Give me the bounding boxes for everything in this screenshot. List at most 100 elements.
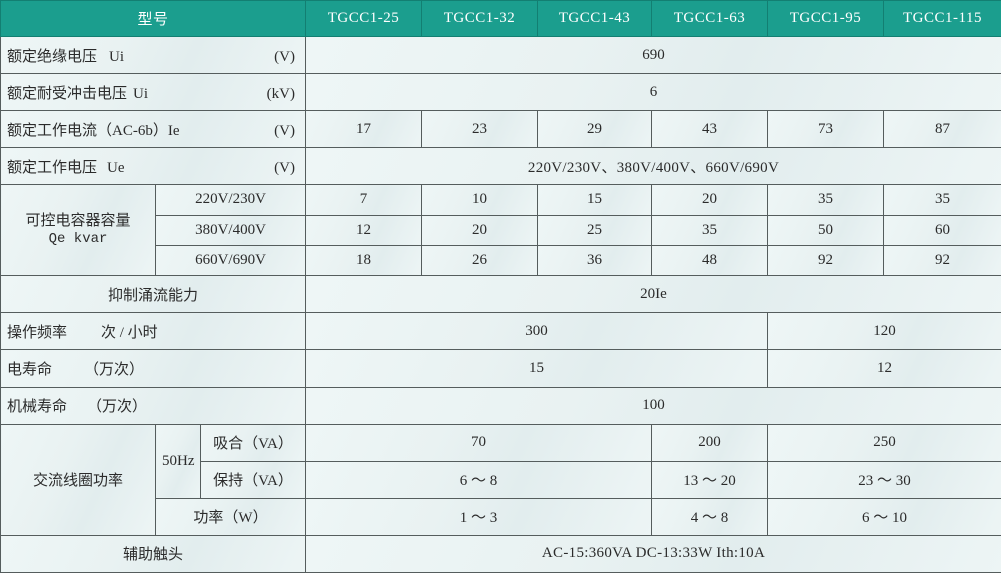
label-capacitor-voltage-380: 380V/400V — [155, 214, 306, 246]
label-operating-current: 额定工作电流（AC-6b）Ie (V) — [0, 110, 306, 149]
label-coil-hold: 保持（VA） — [200, 460, 306, 499]
label-symbol: Ui — [109, 48, 125, 65]
value-operating-current-5: 73 — [767, 110, 884, 149]
value-insulation-voltage: 690 — [305, 35, 1001, 75]
value-operating-current-3: 29 — [537, 110, 652, 149]
value-inrush-suppression: 20Ie — [305, 275, 1001, 314]
label-unit: （万次） — [84, 361, 145, 378]
value-capacitor-380-3: 25 — [537, 214, 652, 246]
label-operating-frequency: 操作频率 次 / 小时 — [0, 312, 306, 351]
value-coil-hold-b: 13 ～ 20 — [651, 460, 768, 499]
label-capacitor-voltage-660: 660V/690V — [155, 244, 306, 277]
label-unit: (V) — [274, 159, 295, 176]
label-coil-pickup: 吸合（VA） — [200, 423, 306, 462]
label-capacitor-voltage-220: 220V/230V — [155, 184, 306, 216]
value-coil-power-c: 6 ～ 10 — [767, 497, 1001, 536]
label-unit: （万次） — [87, 399, 148, 416]
value-capacitor-660-3: 36 — [537, 244, 652, 277]
row-insulation-voltage: 额定绝缘电压 Ui (V) 690 — [0, 35, 1001, 75]
model-column-tgcc1-25: TGCC1-25 — [305, 0, 422, 37]
label-auxiliary-contacts: 辅助触头 — [0, 534, 306, 573]
model-column-tgcc1-115: TGCC1-115 — [883, 0, 1001, 37]
row-auxiliary-contacts: 辅助触头 AC-15:360VA DC-13:33W Ith:10A — [0, 534, 1001, 573]
value-operating-frequency-left: 300 — [305, 312, 768, 351]
value-operating-voltage: 220V/230V、380V/400V、660V/690V — [305, 147, 1001, 186]
value-capacitor-380-5: 50 — [767, 214, 884, 246]
value-impulse-voltage: 6 — [305, 73, 1001, 112]
value-electrical-life-right: 12 — [767, 349, 1001, 388]
label-unit: 次 / 小时 — [101, 324, 158, 341]
value-electrical-life-left: 15 — [305, 349, 768, 388]
label-text: 额定工作电压 — [7, 159, 98, 176]
table-header: 型号 TGCC1-25 TGCC1-32 TGCC1-43 TGCC1-63 T… — [0, 0, 1001, 37]
value-capacitor-380-4: 35 — [651, 214, 768, 246]
label-mechanical-life: 机械寿命 （万次） — [0, 386, 306, 425]
label-text: 电寿命 — [7, 361, 53, 378]
model-column-tgcc1-63: TGCC1-63 — [651, 0, 768, 37]
label-unit: (V) — [274, 48, 295, 65]
row-operating-current: 额定工作电流（AC-6b）Ie (V) 17 23 29 43 73 87 — [0, 110, 1001, 149]
label-text: 额定绝缘电压 — [7, 48, 98, 65]
value-capacitor-660-4: 48 — [651, 244, 768, 277]
value-auxiliary-contacts: AC-15:360VA DC-13:33W Ith:10A — [305, 534, 1001, 573]
value-capacitor-380-2: 20 — [421, 214, 538, 246]
value-capacitor-660-1: 18 — [305, 244, 422, 277]
row-capacitor-380: 380V/400V 12 20 25 35 50 60 — [1, 214, 1001, 246]
model-column-tgcc1-43: TGCC1-43 — [537, 0, 652, 37]
value-operating-current-2: 23 — [421, 110, 538, 149]
value-capacitor-220-5: 35 — [767, 184, 884, 216]
row-capacitor-660: 660V/690V 18 26 36 48 92 92 — [1, 244, 1001, 277]
row-operating-voltage: 额定工作电压 Ue (V) 220V/230V、380V/400V、660V/6… — [0, 147, 1001, 186]
table-body: 额定绝缘电压 Ui (V) 690 额定耐受冲击电压 Ui (kV) 6 — [0, 35, 1001, 573]
row-coil-power-watt: 功率（W） 1 ～ 3 4 ～ 8 6 ～ 10 — [1, 497, 1001, 536]
value-coil-power-b: 4 ～ 8 — [651, 497, 768, 536]
label-text-line2: Qe kvar — [48, 230, 108, 247]
value-capacitor-660-5: 92 — [767, 244, 884, 277]
row-coil-power-pickup: 交流线圈功率 50Hz 吸合（VA） 70 200 250 — [0, 423, 1001, 536]
label-text: 机械寿命 — [7, 399, 68, 416]
label-operating-voltage: 额定工作电压 Ue (V) — [0, 147, 306, 186]
row-operating-frequency: 操作频率 次 / 小时 300 120 — [0, 312, 1001, 351]
row-electrical-life: 电寿命 （万次） 15 12 — [0, 349, 1001, 388]
value-capacitor-220-2: 10 — [421, 184, 538, 216]
value-coil-pickup-a: 70 — [305, 423, 652, 462]
value-operating-current-1: 17 — [305, 110, 422, 149]
value-coil-power-a: 1 ～ 3 — [305, 497, 652, 536]
label-symbol: Ui — [133, 85, 149, 102]
value-operating-frequency-right: 120 — [767, 312, 1001, 351]
header-row: 型号 TGCC1-25 TGCC1-32 TGCC1-43 TGCC1-63 T… — [0, 0, 1001, 37]
label-insulation-voltage: 额定绝缘电压 Ui (V) — [0, 35, 306, 75]
label-unit: (V) — [274, 122, 295, 139]
model-header-cell: 型号 — [0, 0, 306, 37]
label-text-line1: 可控电容器容量 — [25, 213, 131, 230]
value-capacitor-220-3: 15 — [537, 184, 652, 216]
value-capacitor-220-1: 7 — [305, 184, 422, 216]
value-operating-current-4: 43 — [651, 110, 768, 149]
label-coil-frequency: 50Hz — [155, 423, 201, 499]
value-capacitor-380-1: 12 — [305, 214, 422, 246]
label-symbol: Ue — [107, 159, 125, 176]
label-inrush-suppression: 抑制涌流能力 — [0, 275, 306, 314]
model-column-tgcc1-32: TGCC1-32 — [421, 0, 538, 37]
row-mechanical-life: 机械寿命 （万次） 100 — [0, 386, 1001, 425]
label-coil-power: 交流线圈功率 — [0, 423, 156, 536]
label-text: 额定工作电流（AC-6b）Ie — [7, 122, 180, 139]
label-capacitor-capacity: 可控电容器容量 Qe kvar — [0, 184, 156, 277]
value-coil-pickup-c: 250 — [767, 423, 1001, 462]
value-capacitor-220-4: 20 — [651, 184, 768, 216]
label-text: 操作频率 — [7, 324, 68, 341]
label-coil-power-watt: 功率（W） — [155, 497, 306, 536]
row-coil-power-hold: 保持（VA） 6 ～ 8 13 ～ 20 23 ～ 30 — [1, 460, 1001, 499]
label-text: 额定耐受冲击电压 — [7, 85, 128, 102]
row-impulse-voltage: 额定耐受冲击电压 Ui (kV) 6 — [0, 73, 1001, 112]
row-inrush-suppression: 抑制涌流能力 20Ie — [0, 275, 1001, 314]
value-capacitor-660-2: 26 — [421, 244, 538, 277]
model-column-tgcc1-95: TGCC1-95 — [767, 0, 884, 37]
value-coil-hold-a: 6 ～ 8 — [305, 460, 652, 499]
row-capacitor-220: 可控电容器容量 Qe kvar 220V/230V 7 10 15 20 35 … — [0, 184, 1001, 277]
value-capacitor-660-6: 92 — [883, 244, 1001, 277]
label-electrical-life: 电寿命 （万次） — [0, 349, 306, 388]
value-operating-current-6: 87 — [883, 110, 1001, 149]
value-coil-pickup-b: 200 — [651, 423, 768, 462]
